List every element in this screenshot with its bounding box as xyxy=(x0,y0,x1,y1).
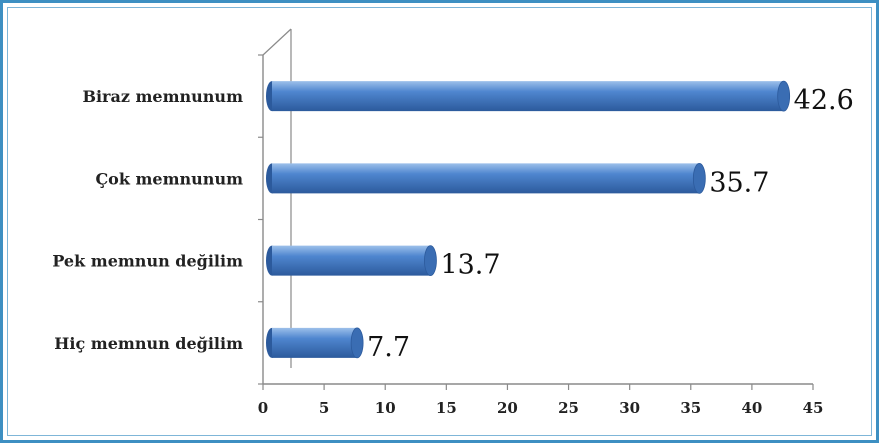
x-tick-label: 5 xyxy=(319,399,329,417)
chart-bars xyxy=(266,80,791,359)
x-tick-label: 10 xyxy=(375,399,396,417)
data-label: 42.6 xyxy=(794,85,854,116)
bar-body xyxy=(272,81,784,112)
data-label: 35.7 xyxy=(709,167,769,198)
x-tick-label: 25 xyxy=(558,399,579,417)
bar-body xyxy=(272,327,358,358)
bar xyxy=(266,245,437,277)
bar-body xyxy=(272,163,700,194)
x-tick-label: 45 xyxy=(803,399,824,417)
category-label: Hiç memnun değilim xyxy=(54,334,243,353)
x-tick-label: 30 xyxy=(619,399,640,417)
chart-axes xyxy=(258,28,814,390)
bar-cap xyxy=(424,245,437,277)
bar xyxy=(266,162,706,194)
bar xyxy=(266,80,791,112)
chart-inner-border xyxy=(7,7,872,436)
x-tick-label: 40 xyxy=(741,399,762,417)
category-label: Çok memnunum xyxy=(95,169,243,188)
data-label: 7.7 xyxy=(367,332,410,363)
x-tick-label: 20 xyxy=(497,399,518,417)
axis-depth-line xyxy=(262,28,292,56)
bar xyxy=(266,327,364,359)
bar-body xyxy=(272,245,431,276)
data-label: 13.7 xyxy=(440,250,500,281)
chart-labels: 0 5 10 15 20 25 30 35 40 45 Hiç memnun değilim 7.7 P… xyxy=(52,85,853,417)
category-label: Biraz memnunum xyxy=(82,87,243,106)
bar-cap xyxy=(777,80,791,112)
bar-cap xyxy=(350,327,364,359)
x-tick-label: 35 xyxy=(680,399,701,417)
bar-cap xyxy=(692,162,706,194)
x-tick-label: 15 xyxy=(436,399,457,417)
category-label: Pek memnun değilim xyxy=(52,252,243,271)
x-tick-label: 0 xyxy=(258,399,268,417)
